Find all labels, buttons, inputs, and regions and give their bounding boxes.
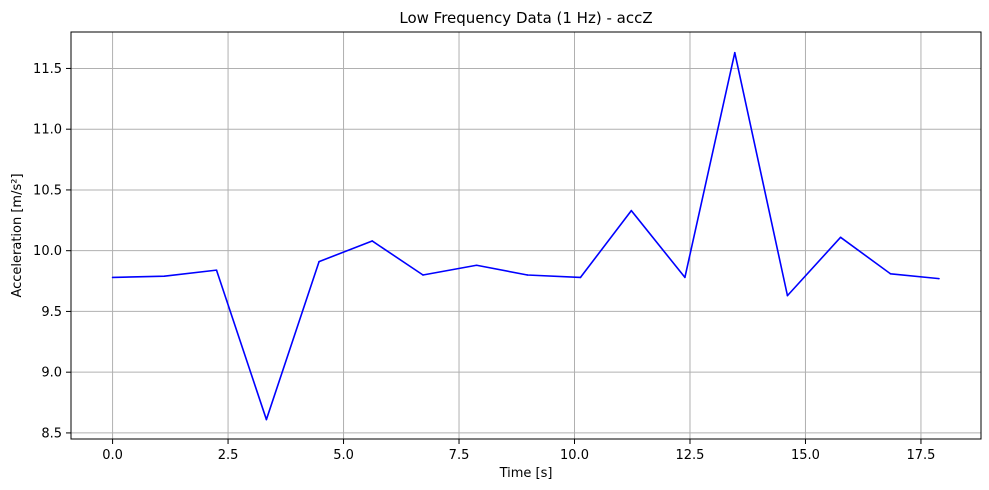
y-tick-label: 9.0 [41, 366, 62, 381]
y-tick-label: 8.5 [41, 426, 62, 441]
data-point [938, 277, 940, 280]
data-point [526, 274, 529, 276]
data-point [163, 275, 166, 278]
x-tick-label: 10.0 [560, 448, 589, 463]
y-tick-label: 10.5 [33, 183, 62, 198]
data-point [475, 264, 478, 267]
data-point [684, 276, 686, 279]
y-tick-label: 9.5 [41, 305, 62, 320]
data-point [265, 418, 268, 421]
x-tick-label: 15.0 [791, 448, 820, 463]
x-tick-label: 7.5 [449, 448, 470, 463]
data-point [111, 276, 114, 279]
series-layer [111, 51, 940, 421]
y-tick-label: 11.5 [33, 62, 62, 77]
data-point [422, 274, 424, 276]
data-point [786, 294, 789, 297]
x-tick-label: 0.0 [102, 448, 123, 463]
y-axis-label: Acceleration [m/s²] [10, 173, 25, 297]
x-tick-label: 5.0 [333, 448, 354, 463]
data-point [579, 276, 582, 279]
x-tick-label: 17.5 [906, 448, 935, 463]
data-point [630, 209, 633, 212]
series-line [112, 51, 940, 421]
x-axis-label: Time [s] [499, 466, 553, 481]
plot-frame [70, 31, 982, 440]
data-point [215, 269, 218, 271]
chart-title: Low Frequency Data (1 Hz) - accZ [399, 9, 652, 27]
y-tick-label: 11.0 [33, 123, 62, 138]
data-point [889, 272, 892, 275]
data-point [318, 260, 320, 263]
grid [71, 32, 981, 439]
x-tick-label: 12.5 [676, 448, 705, 463]
data-point [371, 240, 373, 242]
x-axis: 0.0 2.5 5.0 7.5 10.0 12.5 15.0 17.5 [102, 439, 935, 463]
data-point [733, 51, 736, 54]
y-tick-label: 10.0 [33, 244, 62, 259]
y-axis: 8.5 9.0 9.5 10.0 10.5 11.0 11.5 [33, 62, 71, 441]
x-tick-label: 2.5 [218, 448, 239, 463]
data-point [839, 236, 842, 239]
